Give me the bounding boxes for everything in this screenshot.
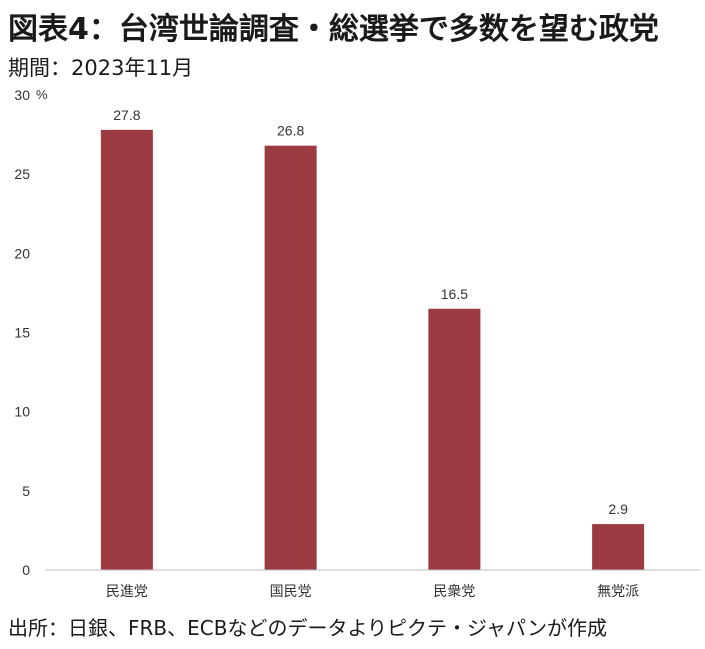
y-tick-label-30: 30 (14, 87, 30, 103)
y-tick-label-20: 20 (14, 245, 30, 261)
bar-4 (592, 524, 645, 570)
y-axis-unit: % (36, 87, 48, 102)
category-label-1: 民進党 (106, 584, 148, 600)
category-label-3: 民衆党 (433, 584, 475, 600)
category-labels: 民進党 国民党 民衆党 無党派 (106, 584, 639, 600)
y-tick-label-5: 5 (22, 483, 30, 499)
data-labels: 27.8 26.8 16.5 2.9 (113, 107, 628, 517)
bars (100, 129, 645, 571)
bar-2 (264, 145, 317, 570)
y-tick-label-15: 15 (14, 325, 30, 341)
data-label-3: 16.5 (441, 286, 468, 302)
y-tick-label-10: 10 (14, 404, 30, 420)
y-tick-label-0: 0 (22, 562, 30, 578)
bar-3 (428, 308, 481, 570)
category-label-2: 国民党 (270, 584, 312, 600)
data-label-1: 27.8 (113, 107, 140, 123)
y-tick-label-25: 25 (14, 166, 30, 182)
data-label-2: 26.8 (277, 123, 304, 139)
y-axis-ticks: 0 5 10 15 20 25 30 (14, 87, 30, 578)
category-label-4: 無党派 (597, 584, 639, 600)
chart-title: 図表4：台湾世論調査・総選挙で多数を望む政党 (8, 12, 659, 47)
bar-1 (100, 129, 153, 571)
source-note: 出所：日銀、FRB、ECBなどのデータよりピクテ・ジャパンが作成 (8, 616, 608, 640)
data-label-4: 2.9 (608, 501, 628, 517)
chart-period: 期間：2023年11月 (8, 56, 194, 80)
